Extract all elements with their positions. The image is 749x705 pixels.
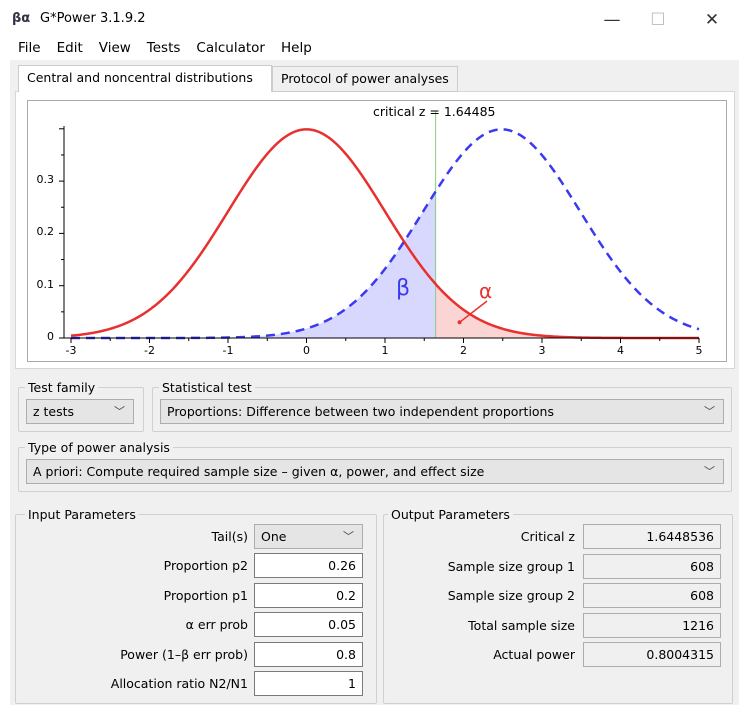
output-field: 608 <box>583 553 721 579</box>
output-label: Total sample size <box>468 617 575 633</box>
output-field: 0.8004315 <box>583 642 721 667</box>
power-analysis-value: A priori: Compute required sample size –… <box>33 464 485 479</box>
menu-edit[interactable]: Edit <box>56 40 83 56</box>
output-parameters-label: Output Parameters <box>388 507 513 522</box>
statistical-test-value: Proportions: Difference between two inde… <box>167 404 554 419</box>
output-label: Sample size group 1 <box>447 558 575 574</box>
tails-value: One <box>261 529 287 544</box>
noncentral-curve <box>71 128 700 340</box>
input-label: Power (1–β err prob) <box>120 646 248 662</box>
alpha-pointer <box>459 300 488 323</box>
distribution-plot: critical z = 1.64485 β α -3 -2 -1 0 1 2 3 4 5 0 0… <box>27 100 727 362</box>
menu-help[interactable]: Help <box>280 40 312 56</box>
input-label: Proportion p2 <box>163 558 248 573</box>
minimize-button[interactable]: — <box>603 10 621 30</box>
input-field[interactable]: 0.8 <box>254 641 363 667</box>
beta-label: β <box>396 276 411 301</box>
x-tick-label: -1 <box>222 344 234 357</box>
test-family-label: Test family <box>25 380 99 395</box>
tails-label: Tail(s) <box>211 529 248 544</box>
input-field[interactable]: 0.05 <box>254 612 363 637</box>
input-field[interactable]: 0.2 <box>254 582 363 608</box>
tab-distributions[interactable]: Central and noncentral distributions <box>18 65 272 92</box>
statistical-test-label: Statistical test <box>159 380 255 395</box>
power-analysis-label: Type of power analysis <box>25 440 173 455</box>
x-tick-label: -3 <box>65 344 77 357</box>
chevron-down-icon: ﹀ <box>704 405 715 418</box>
output-field: 1216 <box>583 612 721 638</box>
statistical-test-select[interactable]: Proportions: Difference between two inde… <box>160 399 724 424</box>
y-tick-label: 0.2 <box>36 225 55 239</box>
maximize-button[interactable]: ☐ <box>650 10 666 30</box>
input-field[interactable]: 1 <box>254 671 363 696</box>
menu-bar: File Edit View Tests Calculator Help <box>10 40 320 56</box>
y-tick-label: 0 <box>47 330 54 343</box>
statistical-test-group <box>152 387 732 432</box>
output-label: Sample size group 2 <box>447 588 575 603</box>
menu-view[interactable]: View <box>98 40 131 56</box>
app-icon: βα <box>12 11 31 26</box>
beta-region <box>71 191 436 338</box>
test-family-value: z tests <box>33 404 75 419</box>
alpha-label: α <box>479 279 493 303</box>
x-tick-label: 4 <box>617 344 624 357</box>
alpha-pointer-dot <box>457 320 462 325</box>
input-field[interactable]: 0.26 <box>254 553 363 578</box>
y-tick-label: 0.3 <box>36 173 55 187</box>
input-label: Allocation ratio N2/N1 <box>110 676 248 691</box>
input-parameters-group <box>15 514 377 704</box>
chevron-down-icon: ﹀ <box>704 465 715 478</box>
output-field: 1.6448536 <box>583 524 721 549</box>
y-tick-label: 0.1 <box>36 277 55 291</box>
input-label: Proportion p1 <box>163 587 248 603</box>
x-tick-label: 1 <box>381 344 389 357</box>
chevron-down-icon: ﹀ <box>343 530 354 543</box>
window-title: G*Power 3.1.9.2 <box>40 11 146 26</box>
output-label: Actual power <box>493 647 575 662</box>
menu-file[interactable]: File <box>18 40 41 56</box>
chevron-down-icon: ﹀ <box>114 405 125 418</box>
tab-protocol[interactable]: Protocol of power analyses <box>272 66 458 92</box>
power-analysis-group <box>18 447 732 492</box>
tails-select[interactable]: One ﹀ <box>254 524 363 549</box>
close-button[interactable]: ✕ <box>704 10 720 30</box>
test-family-select[interactable]: z tests ﹀ <box>26 399 134 424</box>
x-tick-label: 0 <box>303 344 310 357</box>
power-analysis-select[interactable]: A priori: Compute required sample size –… <box>26 459 724 484</box>
input-label: α err prob <box>185 617 248 632</box>
x-tick-label: 2 <box>460 344 467 357</box>
alpha-region <box>435 284 699 338</box>
input-parameters-label: Input Parameters <box>25 507 139 522</box>
critical-z-annotation: critical z = 1.64485 <box>373 104 496 119</box>
menu-calculator[interactable]: Calculator <box>196 40 265 56</box>
output-label: Critical z <box>520 529 575 544</box>
x-tick-label: 3 <box>538 344 546 357</box>
x-tick-label: -2 <box>144 344 155 357</box>
distribution-chart <box>59 111 700 343</box>
output-field: 608 <box>583 583 721 608</box>
x-tick-label: 5 <box>695 344 703 357</box>
output-parameters-group <box>383 514 733 704</box>
menu-tests[interactable]: Tests <box>146 40 181 56</box>
